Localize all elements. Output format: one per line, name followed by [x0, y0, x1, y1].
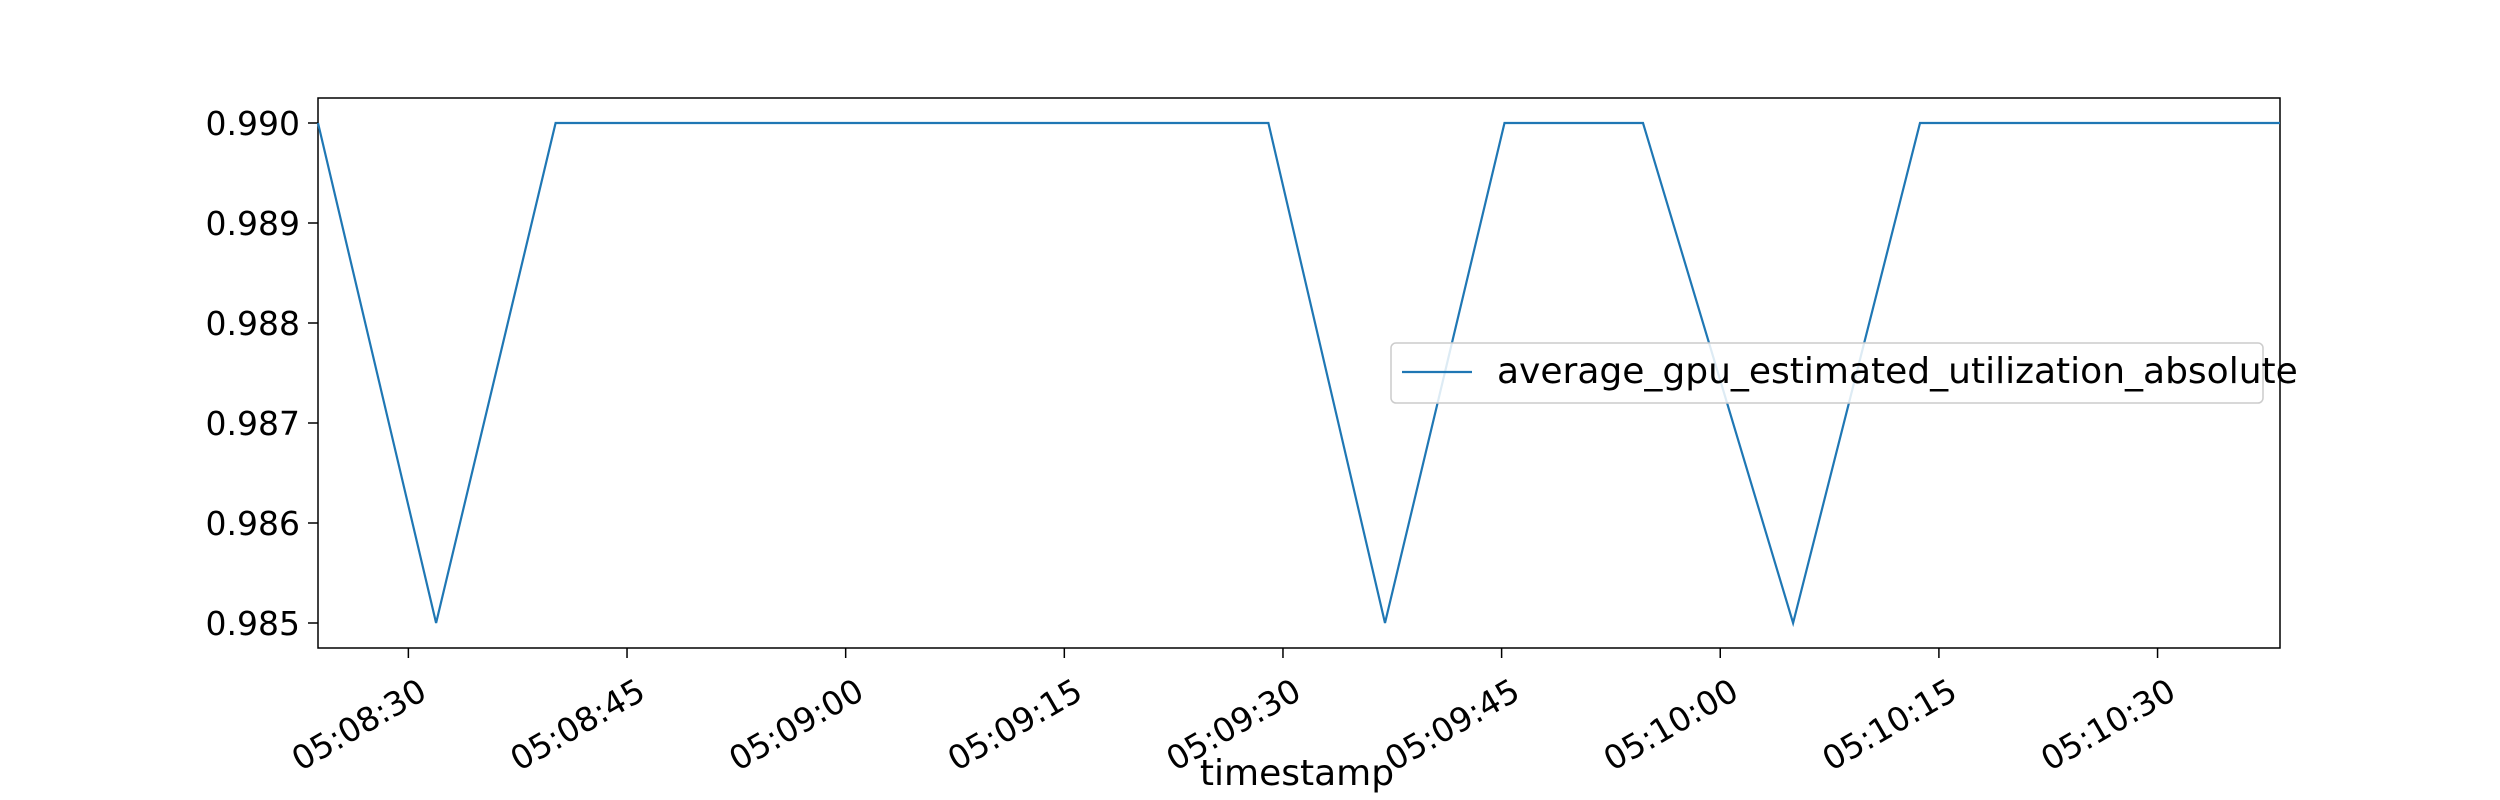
y-tick-label: 0.986 — [206, 504, 300, 543]
legend-box — [1390, 342, 2264, 404]
legend-label: average_gpu_estimated_utilization_absolu… — [1497, 351, 2298, 392]
y-tick-label: 0.989 — [206, 204, 300, 243]
x-tick-label: 05:09:00 — [722, 671, 870, 779]
x-tick-label: 05:10:30 — [2034, 671, 2182, 779]
x-axis-title: timestamp — [1200, 753, 1394, 794]
series-line — [316, 121, 2280, 628]
x-tick-label: 05:08:30 — [285, 671, 433, 779]
y-tick-label: 0.987 — [206, 404, 300, 443]
x-tick-label: 05:08:45 — [504, 671, 652, 779]
y-tick-label: 0.985 — [206, 604, 300, 643]
legend: average_gpu_estimated_utilization_absolu… — [1390, 342, 2298, 404]
plot-area-frame — [317, 97, 2281, 649]
y-tick-label: 0.990 — [206, 104, 300, 143]
y-tick-label: 0.988 — [206, 304, 300, 343]
x-tick-label: 05:09:45 — [1378, 671, 1526, 779]
x-tick-label: 05:10:00 — [1597, 671, 1745, 779]
x-tick-label: 05:10:15 — [1815, 671, 1963, 779]
x-tick-label: 05:09:15 — [941, 671, 1089, 779]
y-axis: 0.990 0.989 0.988 0.987 0.986 0.985 — [206, 104, 318, 643]
